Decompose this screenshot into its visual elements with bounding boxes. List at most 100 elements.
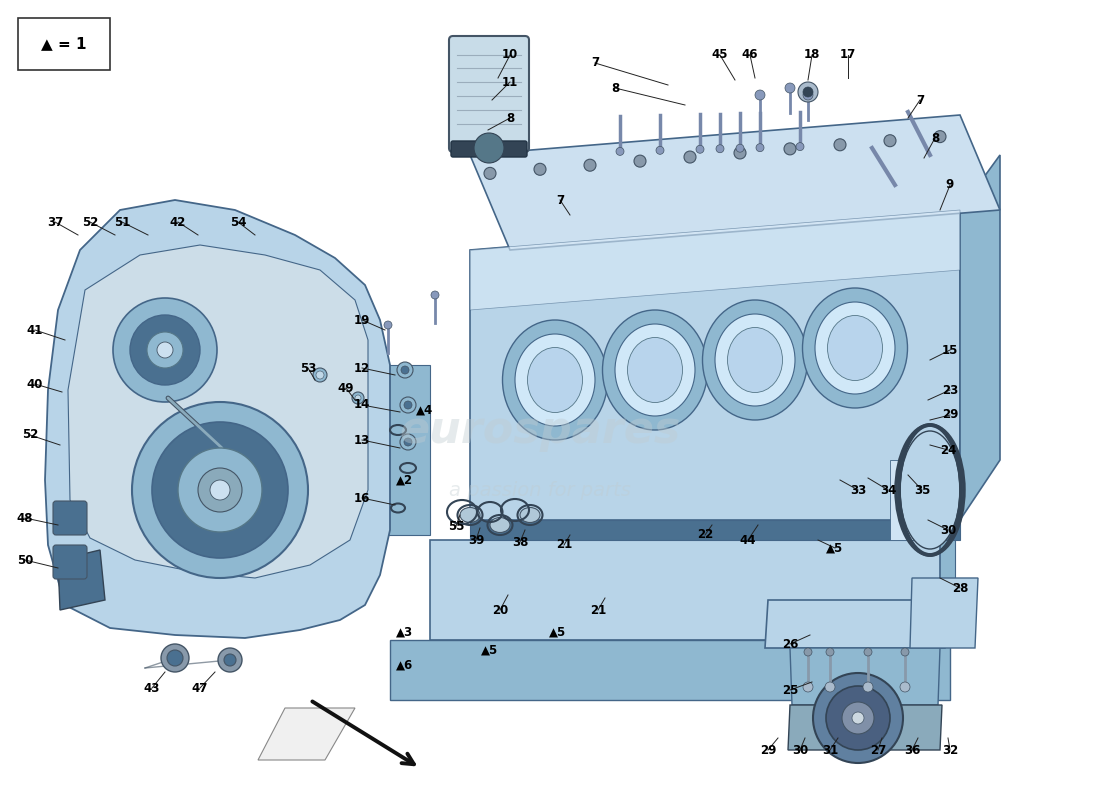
Circle shape (404, 438, 412, 446)
Text: 39: 39 (468, 534, 484, 546)
Text: 13: 13 (354, 434, 370, 446)
Circle shape (796, 142, 804, 150)
Polygon shape (960, 155, 1000, 520)
Circle shape (755, 90, 764, 100)
Polygon shape (68, 245, 368, 578)
Circle shape (161, 644, 189, 672)
Text: 8: 8 (610, 82, 619, 94)
Circle shape (431, 291, 439, 299)
FancyBboxPatch shape (53, 545, 87, 579)
Circle shape (404, 401, 412, 409)
Ellipse shape (815, 302, 895, 394)
Ellipse shape (615, 324, 695, 416)
Text: 24: 24 (939, 443, 956, 457)
Text: 50: 50 (16, 554, 33, 566)
Text: 36: 36 (904, 743, 921, 757)
Circle shape (167, 650, 183, 666)
Text: 41: 41 (26, 323, 43, 337)
Circle shape (734, 147, 746, 159)
Text: 10: 10 (502, 49, 518, 62)
Text: 25: 25 (782, 683, 799, 697)
Text: ▲5: ▲5 (549, 626, 566, 638)
Circle shape (756, 144, 764, 152)
Circle shape (784, 143, 796, 155)
FancyBboxPatch shape (18, 18, 110, 70)
Text: 16: 16 (354, 491, 371, 505)
Text: 34: 34 (880, 483, 896, 497)
Circle shape (684, 151, 696, 163)
Text: 44: 44 (739, 534, 757, 546)
Ellipse shape (528, 347, 583, 413)
Circle shape (864, 648, 872, 656)
Text: 51: 51 (113, 215, 130, 229)
Circle shape (355, 395, 361, 401)
Text: 45: 45 (712, 49, 728, 62)
Circle shape (696, 146, 704, 154)
Circle shape (178, 448, 262, 532)
Text: 40: 40 (26, 378, 43, 390)
FancyBboxPatch shape (449, 36, 529, 152)
Circle shape (798, 82, 818, 102)
Circle shape (804, 648, 812, 656)
Circle shape (147, 332, 183, 368)
FancyBboxPatch shape (53, 501, 87, 535)
Text: 7: 7 (556, 194, 564, 206)
Circle shape (210, 480, 230, 500)
Circle shape (934, 130, 946, 142)
Circle shape (656, 146, 664, 154)
Ellipse shape (520, 507, 540, 522)
Circle shape (842, 702, 874, 734)
Text: 52: 52 (81, 215, 98, 229)
Polygon shape (379, 365, 430, 535)
FancyBboxPatch shape (451, 141, 527, 157)
Text: ▲6: ▲6 (396, 658, 414, 671)
Text: 28: 28 (952, 582, 968, 594)
Polygon shape (258, 708, 355, 760)
Polygon shape (790, 648, 940, 705)
Circle shape (826, 648, 834, 656)
Text: 26: 26 (782, 638, 799, 650)
Text: 48: 48 (16, 511, 33, 525)
Text: 19: 19 (354, 314, 371, 326)
Circle shape (864, 682, 873, 692)
Circle shape (803, 682, 813, 692)
Polygon shape (890, 460, 955, 640)
Polygon shape (470, 210, 960, 310)
Ellipse shape (603, 310, 707, 430)
Circle shape (901, 648, 909, 656)
Polygon shape (470, 520, 960, 540)
Ellipse shape (827, 315, 882, 381)
Text: a passion for parts: a passion for parts (449, 481, 631, 499)
Ellipse shape (460, 507, 480, 522)
Circle shape (152, 422, 288, 558)
Text: 33: 33 (850, 483, 866, 497)
Circle shape (316, 371, 324, 379)
Circle shape (884, 134, 896, 146)
Circle shape (198, 468, 242, 512)
Text: 12: 12 (354, 362, 370, 374)
Text: 35: 35 (914, 483, 931, 497)
Text: 42: 42 (169, 215, 186, 229)
Circle shape (826, 686, 890, 750)
Circle shape (900, 682, 910, 692)
Circle shape (224, 654, 236, 666)
Polygon shape (788, 705, 942, 750)
Circle shape (803, 90, 813, 100)
Text: 49: 49 (338, 382, 354, 394)
Text: 11: 11 (502, 75, 518, 89)
Text: ▲5: ▲5 (482, 643, 498, 657)
Text: 53: 53 (300, 362, 316, 374)
Circle shape (474, 133, 504, 163)
Text: 54: 54 (230, 215, 246, 229)
Ellipse shape (703, 300, 807, 420)
Text: 20: 20 (492, 603, 508, 617)
Text: 15: 15 (942, 343, 958, 357)
Circle shape (484, 167, 496, 179)
Text: 29: 29 (760, 743, 777, 757)
Text: 14: 14 (354, 398, 371, 411)
Text: 30: 30 (792, 743, 808, 757)
Circle shape (584, 159, 596, 171)
Circle shape (785, 83, 795, 93)
Ellipse shape (515, 334, 595, 426)
Text: 30: 30 (939, 523, 956, 537)
